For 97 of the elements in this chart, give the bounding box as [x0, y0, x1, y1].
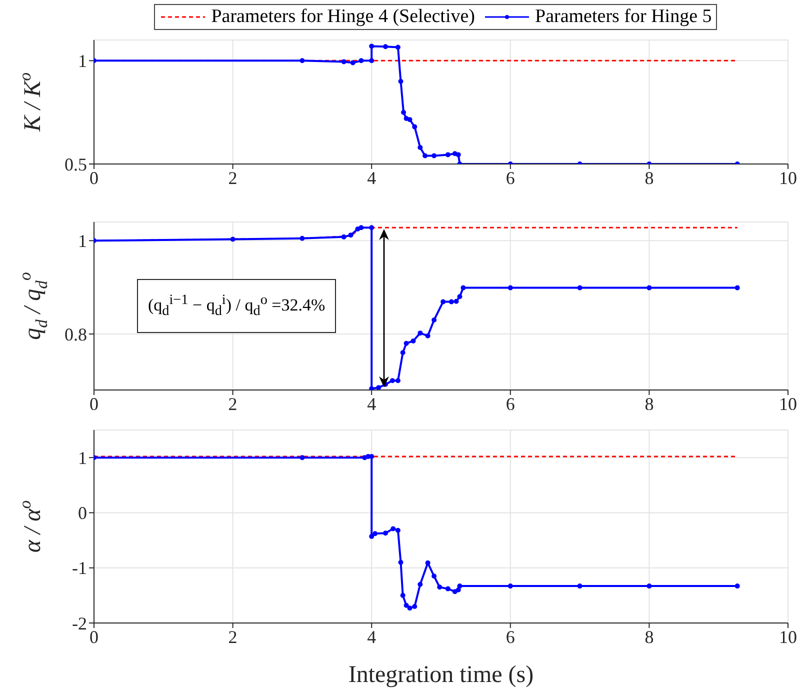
- point: [358, 58, 364, 64]
- x-tick-label: 8: [644, 168, 654, 188]
- y-tick-label: 0: [78, 503, 87, 524]
- point: [300, 455, 305, 460]
- point: [452, 589, 458, 594]
- y-tick-label: 1: [78, 231, 87, 252]
- point: [448, 299, 454, 304]
- legend-label: Parameters for Hinge 4 (Selective): [211, 6, 476, 28]
- point: [445, 152, 450, 158]
- x-tick-label: 8: [644, 394, 654, 414]
- point: [422, 153, 428, 158]
- point: [412, 124, 418, 130]
- point: [404, 116, 409, 122]
- point: [418, 330, 423, 336]
- legend-label: Parameters for Hinge 5: [535, 6, 712, 28]
- point: [508, 285, 513, 290]
- point: [454, 298, 459, 304]
- point: [425, 333, 430, 338]
- point: [382, 530, 388, 536]
- point: [404, 340, 409, 346]
- point: [412, 604, 418, 609]
- point: [425, 560, 430, 566]
- y-tick-label: 1: [78, 51, 87, 72]
- point: [432, 574, 437, 579]
- point: [362, 455, 368, 460]
- point: [372, 531, 378, 536]
- x-tick-label: 4: [367, 168, 376, 188]
- x-tick-label: 10: [779, 626, 797, 647]
- point: [437, 584, 442, 590]
- point: [395, 528, 400, 533]
- point: [390, 526, 396, 532]
- x-tick-label: 2: [228, 168, 238, 188]
- text: (q$_{d}$$^{i−1}$ − q$_{d}$$^{i}$) / q$_{d}$$^{o}$ =32.4%: [148, 292, 326, 319]
- y-tick-label: 1: [78, 448, 87, 468]
- point: [369, 58, 374, 64]
- point: [457, 584, 462, 589]
- x-tick-label: 6: [506, 626, 515, 647]
- point: [410, 338, 416, 344]
- point: [350, 60, 356, 66]
- point: [734, 584, 740, 589]
- point: [369, 225, 374, 230]
- point: [369, 44, 374, 49]
- point: [452, 151, 458, 156]
- point: [355, 226, 360, 232]
- point: [300, 58, 305, 64]
- point: [646, 584, 652, 589]
- point: [300, 236, 305, 241]
- point: [398, 560, 404, 565]
- point: [407, 606, 412, 611]
- point: [508, 584, 513, 589]
- point: [400, 350, 406, 356]
- point: [456, 152, 461, 158]
- point: [440, 299, 446, 304]
- point: [407, 117, 412, 122]
- point: [382, 44, 388, 50]
- x-tick-label: 10: [779, 394, 797, 414]
- point: [341, 234, 346, 240]
- y-tick-label: -2: [72, 613, 87, 634]
- point: [456, 587, 461, 592]
- y-tick-label: 0.8: [64, 324, 87, 344]
- x-tick-label: 10: [779, 168, 797, 188]
- x-tick-label: 8: [644, 626, 654, 647]
- point: [358, 225, 364, 230]
- x-tick-label: 2: [228, 626, 238, 647]
- point: [398, 78, 404, 84]
- point: [395, 378, 400, 384]
- y-tick-label: -1: [72, 558, 87, 578]
- x-tick-label: 6: [506, 168, 515, 188]
- point: [376, 385, 382, 390]
- point: [348, 232, 354, 238]
- point: [400, 592, 406, 598]
- point: [432, 153, 437, 158]
- y-tick-label: 0.5: [64, 154, 87, 174]
- x-tick-label: 4: [367, 394, 376, 414]
- point: [341, 59, 346, 64]
- x-tick-label: 6: [506, 394, 515, 414]
- point: [390, 378, 395, 384]
- point: [457, 294, 462, 300]
- x-tick-label: 4: [367, 626, 376, 647]
- point: [646, 285, 652, 290]
- point: [418, 582, 423, 587]
- point: [460, 285, 466, 290]
- point: [445, 586, 450, 592]
- point: [577, 285, 582, 290]
- point: [395, 44, 400, 50]
- point: [369, 454, 374, 459]
- point: [577, 584, 582, 589]
- point: [734, 285, 740, 290]
- point: [369, 534, 374, 539]
- point: [418, 144, 423, 150]
- point: [404, 602, 409, 608]
- point: [369, 386, 374, 390]
- x-axis-title: Integration time (s): [348, 662, 534, 688]
- point: [230, 236, 236, 242]
- point: [401, 110, 406, 115]
- x-tick-label: 2: [228, 394, 238, 414]
- point: [432, 318, 437, 322]
